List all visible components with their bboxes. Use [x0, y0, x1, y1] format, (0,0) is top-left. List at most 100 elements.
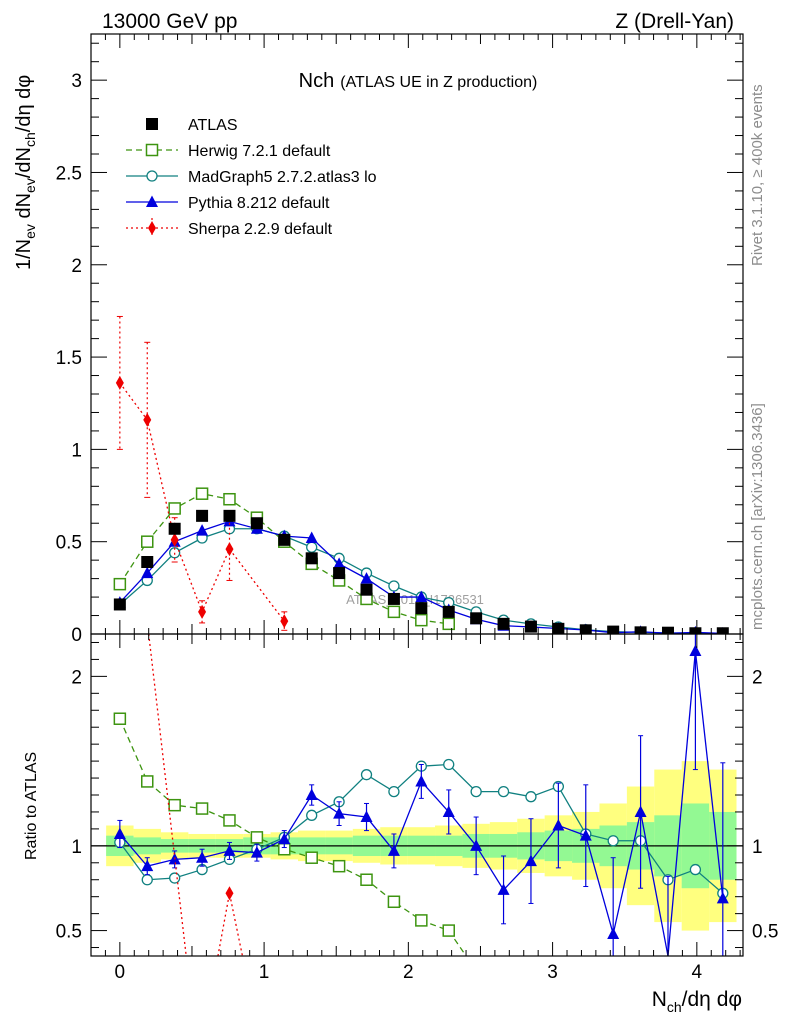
atlas-point: [497, 617, 510, 630]
ratio-series-2-point: [141, 859, 154, 872]
ratio-series-0-point: [168, 798, 181, 812]
series-1-point: [306, 541, 318, 553]
ratio-series-2-point: [360, 810, 373, 823]
mcplots-label: mcplots.cern.ch [arXiv:1306.3436]: [749, 403, 766, 630]
header-left: 13000 GeV pp: [102, 10, 237, 33]
main-y-tick-label: 1: [71, 440, 82, 461]
ratio-series-0-point: [332, 859, 346, 873]
main-y-tick-label: 0.5: [56, 533, 82, 554]
main-y-tick-label: 3: [71, 71, 82, 92]
main-data-layer: [113, 315, 729, 634]
ratio-series-2-point: [524, 854, 537, 867]
main-y-tick-label: 2.5: [56, 163, 82, 184]
ratio-y-tick-label: 2: [71, 667, 82, 688]
atlas-point: [634, 626, 647, 634]
ratio-series-2-point: [470, 839, 483, 851]
x-tick-label: 3: [547, 962, 558, 983]
atlas-point: [278, 533, 291, 546]
atlas-point: [470, 612, 483, 625]
ratio-series-2-point: [716, 891, 729, 904]
atlas-point: [141, 556, 154, 568]
ratio-series-2-point: [607, 927, 620, 939]
atlas-point: [387, 592, 400, 605]
ratio-series-1-point: [497, 785, 510, 798]
legend-marker: [145, 143, 159, 157]
ratio-series-0-point: [442, 924, 455, 937]
ratio-series-1-point: [141, 874, 153, 886]
atlas-point: [552, 622, 565, 634]
x-tick-label: 1: [259, 962, 270, 983]
ratio-series-3-point: [225, 886, 234, 901]
series-2-point: [305, 531, 318, 543]
ratio-series-2-point: [552, 819, 565, 831]
main-y-tick-label: 2: [71, 256, 82, 277]
series-3-point: [170, 532, 179, 547]
atlas-point: [442, 605, 455, 618]
legend-marker: [146, 195, 158, 207]
series-0-point: [195, 487, 209, 500]
ratio-series-0-point: [387, 895, 401, 909]
chart-title: Nch (ATLAS UE in Z production): [299, 70, 538, 92]
main-y-tick-label: 1.5: [56, 348, 82, 369]
series-2-point: [141, 566, 154, 579]
atlas-point: [607, 625, 620, 634]
ratio-series-0-point: [195, 802, 209, 815]
ratio-series-3-line: [217, 893, 244, 956]
ratio-series-2-point: [113, 827, 126, 839]
legend-label: Sherpa 2.2.9 default: [188, 221, 333, 238]
ratio-series-2-point: [333, 807, 346, 819]
ratio-series-2-point: [196, 851, 209, 863]
x-tick-label: 4: [692, 962, 703, 983]
series-3-point: [143, 412, 152, 427]
ratio-plot: 0 1 2 3 4 0.5 0.5 1 1 2 2: [56, 633, 778, 983]
ratio-series-0-point: [250, 831, 264, 844]
atlas-point: [415, 602, 428, 615]
legend-label: MadGraph5 2.7.2.atlas3 lo: [188, 169, 377, 186]
atlas-point: [689, 627, 702, 634]
atlas-point: [250, 517, 263, 530]
legend-marker: [146, 170, 158, 182]
ratio-y-tick-label-right: 2: [752, 667, 763, 688]
ratio-series-3-line: [148, 634, 187, 956]
legend-marker: [146, 118, 158, 130]
series-0-point: [223, 492, 236, 506]
ratio-series-0-point: [223, 814, 236, 827]
ratio-series-2-point: [415, 774, 428, 787]
series-0-point: [168, 502, 181, 515]
header-right: Z (Drell-Yan): [615, 10, 734, 33]
ratio-series-2-point: [223, 844, 236, 856]
series-2-point: [415, 590, 428, 603]
series-3-point: [115, 375, 124, 390]
ratio-series-1-point: [360, 769, 373, 781]
ratio-series-0-point: [360, 873, 373, 886]
main-plot: 0 0.5 1 1.5 2 2.5 3: [56, 33, 744, 646]
atlas-point: [579, 624, 592, 634]
legend: ATLAS Herwig 7.2.1 default MadGraph5 2.7.2…: [126, 117, 377, 238]
series-0-point: [415, 613, 428, 627]
ratio-y-tick-label: 0.5: [56, 922, 82, 943]
legend-label: ATLAS: [188, 117, 238, 134]
atlas-point: [305, 552, 318, 565]
rivet-label: Rivet 3.1.10, ≥ 400k events: [749, 84, 766, 266]
ratio-series-1-point: [443, 758, 455, 771]
series-3-point: [280, 614, 289, 629]
ratio-series-2-point: [442, 805, 455, 817]
ratio-series-2-point: [387, 844, 400, 856]
ratio-series-1-point: [306, 809, 318, 821]
ratio-y-label: Ratio to ATLAS: [23, 752, 40, 860]
series-2-point: [360, 572, 373, 584]
series-0-point: [113, 577, 127, 591]
atlas-point: [223, 509, 236, 522]
ratio-series-0-point: [141, 775, 154, 788]
series-0-point: [442, 617, 455, 631]
ratio-series-2-point: [579, 829, 592, 841]
series-3-point: [225, 542, 234, 557]
legend-label: Herwig 7.2.1 default: [188, 143, 331, 160]
ratio-series-1-point: [525, 791, 537, 803]
atlas-point: [113, 598, 126, 611]
main-y-label: 1/Nev dNev/dNch/dη dφ: [13, 75, 38, 270]
atlas-point: [360, 583, 373, 596]
series-3-point: [198, 604, 207, 619]
ratio-data-layer: [91, 634, 743, 956]
